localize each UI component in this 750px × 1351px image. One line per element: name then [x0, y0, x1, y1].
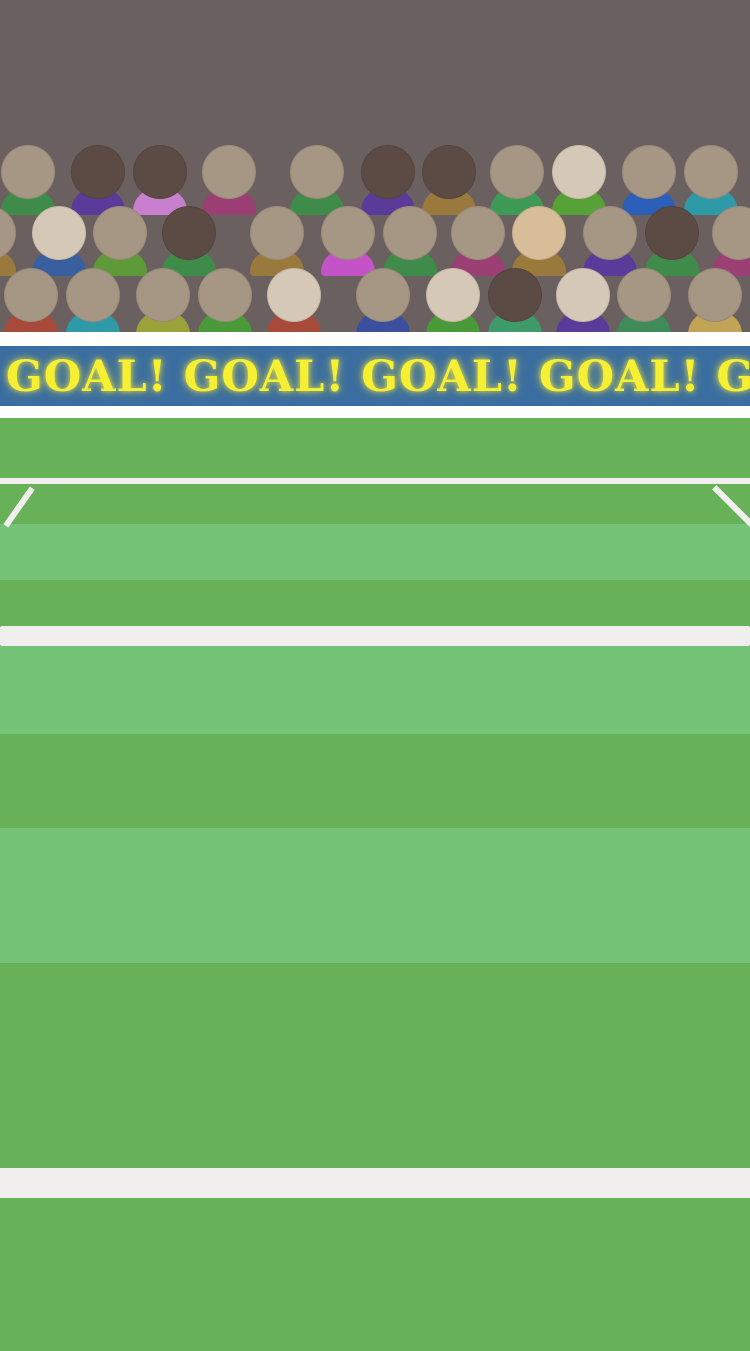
spectator — [133, 145, 187, 215]
goal-line — [0, 478, 750, 484]
grass-stripe — [0, 524, 750, 580]
goal-banner: GOAL! GOAL! GOAL! GOAL! GOAL! — [0, 346, 750, 406]
spectator — [4, 268, 58, 338]
spectator — [136, 268, 190, 338]
spectator — [622, 145, 676, 215]
spectator — [66, 268, 120, 338]
penalty-box-line — [0, 626, 750, 646]
spectator — [321, 206, 375, 276]
spectator — [383, 206, 437, 276]
spectator — [490, 145, 544, 215]
spectator — [451, 206, 505, 276]
spectator — [488, 268, 542, 338]
spectator — [198, 268, 252, 338]
spectator — [512, 206, 566, 276]
spectator — [71, 145, 125, 215]
spectator — [93, 206, 147, 276]
spectator — [32, 206, 86, 276]
grass-stripe — [0, 646, 750, 734]
spectator — [556, 268, 610, 338]
pitch-line — [0, 1168, 750, 1198]
spectator — [1, 145, 55, 215]
goal-post-left — [3, 486, 35, 528]
spectator — [645, 206, 699, 276]
spectator — [552, 145, 606, 215]
grass-stripe — [0, 828, 750, 963]
spectator — [426, 268, 480, 338]
spectator — [0, 206, 16, 276]
spectator — [250, 206, 304, 276]
stand-rail-top — [0, 332, 750, 346]
football-pitch — [0, 418, 750, 1351]
spectator — [356, 268, 410, 338]
goal-post-right — [712, 485, 750, 529]
goal-banner-text: GOAL! GOAL! GOAL! GOAL! GOAL! — [6, 352, 750, 402]
spectator — [583, 206, 637, 276]
spectator — [202, 145, 256, 215]
stadium-stands — [0, 0, 750, 338]
spectator — [712, 206, 750, 276]
spectator — [422, 145, 476, 215]
spectator — [290, 145, 344, 215]
spectator — [617, 268, 671, 338]
stand-rail-bottom — [0, 406, 750, 418]
spectator — [162, 206, 216, 276]
spectator — [267, 268, 321, 338]
spectator — [361, 145, 415, 215]
spectator — [684, 145, 738, 215]
spectator — [688, 268, 742, 338]
